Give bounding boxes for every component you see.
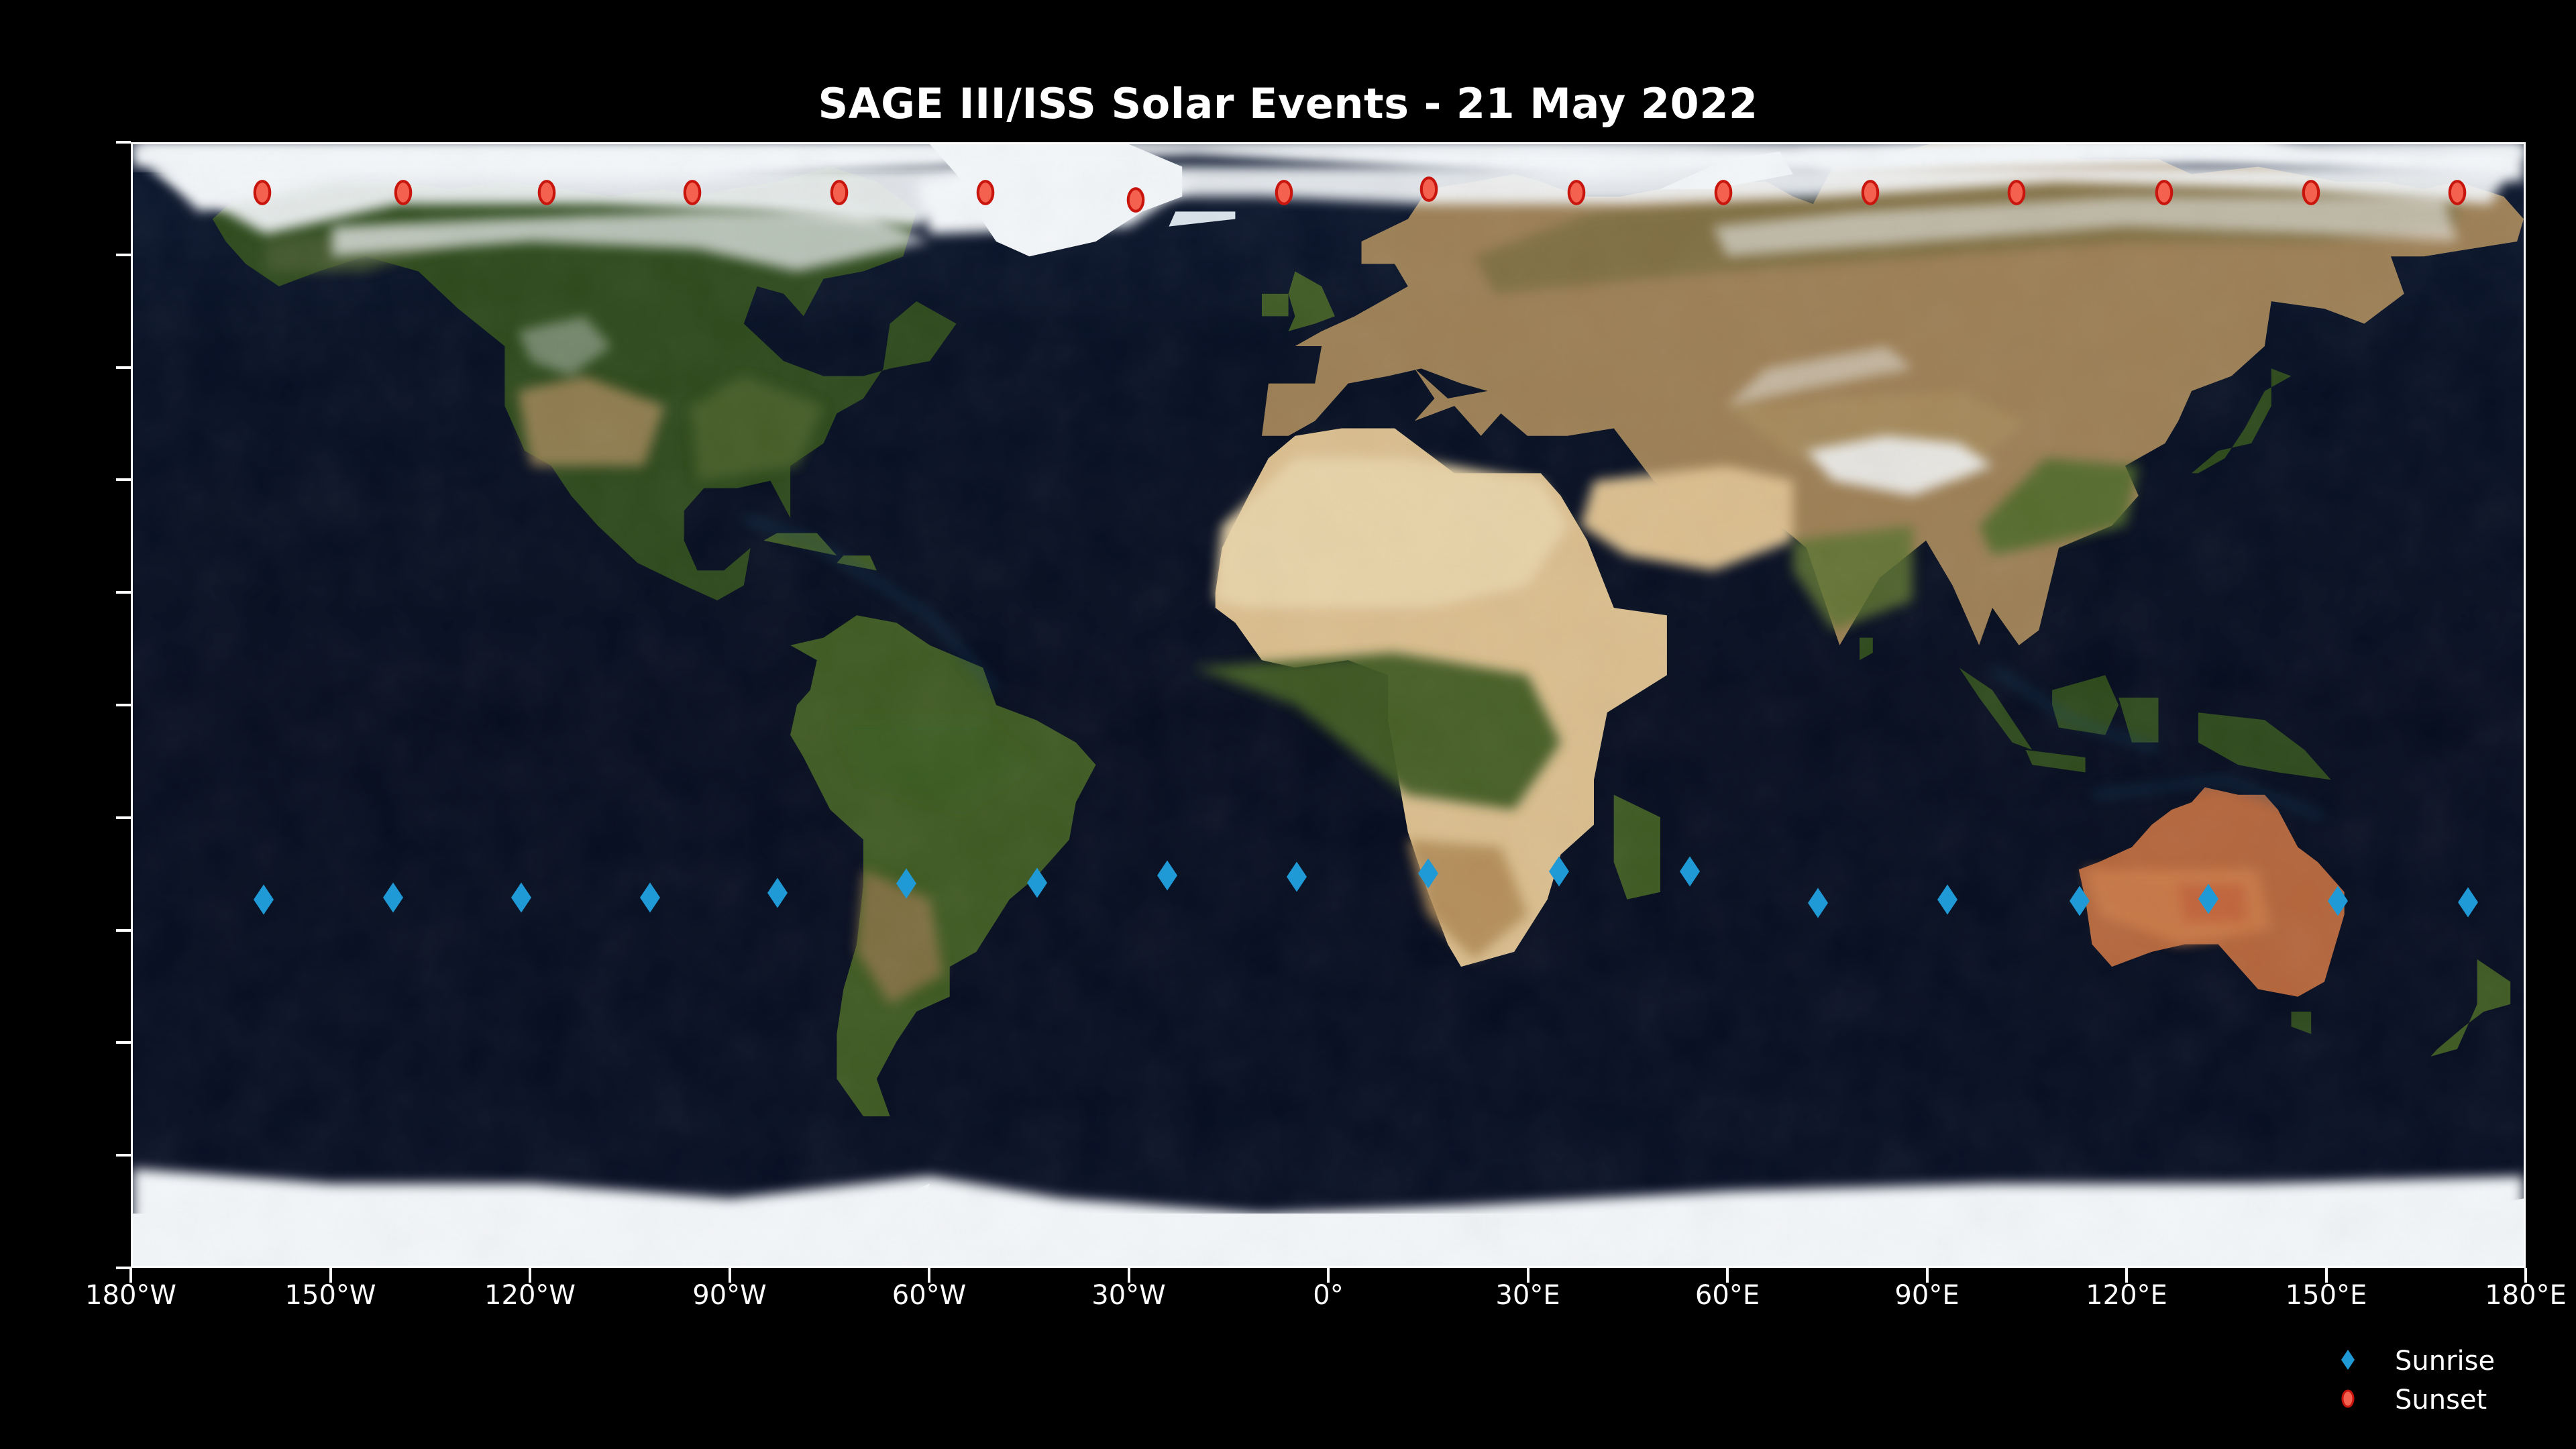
- sunset-marker[interactable]: [2302, 179, 2320, 206]
- x-tick-mark: [129, 1268, 132, 1283]
- x-tick-mark: [1327, 1268, 1330, 1283]
- sunrise-marker[interactable]: [1807, 888, 1828, 918]
- x-tick-label: 60°W: [892, 1280, 967, 1311]
- sunset-marker[interactable]: [1567, 179, 1586, 206]
- sunrise-marker[interactable]: [1026, 867, 1047, 898]
- legend-item-sunrise[interactable]: Sunrise: [2341, 1342, 2569, 1381]
- sunset-marker[interactable]: [1861, 179, 1880, 206]
- world-map-svg: [133, 144, 2524, 1266]
- sunrise-marker[interactable]: [1287, 861, 1307, 892]
- x-tick-label: 180°E: [2485, 1280, 2567, 1311]
- x-tick-label: 180°W: [85, 1280, 176, 1311]
- x-tick-label: 60°E: [1695, 1280, 1760, 1311]
- x-tick-label: 30°W: [1091, 1280, 1166, 1311]
- sunset-circle-icon: [2340, 1389, 2356, 1411]
- x-tick-mark: [1726, 1268, 1729, 1283]
- sunrise-marker[interactable]: [511, 882, 532, 913]
- legend-item-sunset[interactable]: Sunset: [2341, 1381, 2569, 1419]
- y-tick-mark: [116, 928, 131, 932]
- sunset-marker[interactable]: [394, 179, 413, 206]
- sunrise-marker[interactable]: [1679, 856, 1700, 887]
- y-tick-mark: [116, 141, 131, 144]
- sunrise-marker[interactable]: [2198, 883, 2218, 914]
- world-map-plot[interactable]: [131, 142, 2526, 1268]
- x-tick-label: 90°E: [1894, 1280, 1960, 1311]
- x-tick-mark: [329, 1268, 332, 1283]
- sunrise-marker[interactable]: [767, 877, 788, 908]
- sunrise-marker[interactable]: [639, 882, 660, 913]
- sunrise-marker[interactable]: [1417, 858, 1438, 889]
- y-tick-mark: [116, 1267, 131, 1269]
- sunrise-diamond-icon: [2339, 1350, 2357, 1373]
- sunset-marker[interactable]: [2007, 179, 2026, 206]
- sunset-marker[interactable]: [1419, 176, 1438, 203]
- sunrise-marker[interactable]: [1549, 856, 1570, 887]
- sunset-marker[interactable]: [1714, 179, 1733, 206]
- page-title: SAGE III/ISS Solar Events - 21 May 2022: [818, 79, 1758, 128]
- sunset-marker[interactable]: [537, 179, 556, 206]
- sunrise-marker[interactable]: [1157, 860, 1178, 891]
- sunset-marker[interactable]: [1275, 179, 1293, 206]
- sunrise-marker[interactable]: [382, 882, 403, 913]
- sunset-marker[interactable]: [253, 179, 272, 206]
- y-tick-mark: [116, 478, 131, 482]
- y-tick-mark: [116, 366, 131, 369]
- x-tick-mark: [2524, 1268, 2527, 1283]
- y-tick-mark: [116, 1154, 131, 1157]
- x-tick-mark: [1925, 1268, 1929, 1283]
- sunset-marker[interactable]: [830, 179, 849, 206]
- x-tick-mark: [2125, 1268, 2128, 1283]
- sunrise-marker[interactable]: [2069, 885, 2090, 916]
- sunset-marker[interactable]: [2448, 179, 2467, 206]
- y-tick-mark: [116, 591, 131, 594]
- legend: Sunrise Sunset: [2341, 1342, 2569, 1419]
- x-tick-label: 0°: [1313, 1280, 1344, 1311]
- sunrise-marker[interactable]: [1937, 884, 1958, 915]
- x-tick-label: 150°E: [2285, 1280, 2367, 1311]
- sunset-marker[interactable]: [976, 179, 995, 206]
- x-tick-mark: [728, 1268, 731, 1283]
- sunset-marker[interactable]: [1126, 186, 1145, 213]
- x-tick-label: 90°W: [692, 1280, 767, 1311]
- legend-label: Sunset: [2395, 1385, 2487, 1415]
- y-tick-mark: [116, 253, 131, 256]
- y-tick-mark: [116, 1041, 131, 1044]
- basemap-image: [133, 144, 2524, 1266]
- sunrise-marker[interactable]: [2457, 887, 2478, 918]
- legend-label: Sunrise: [2395, 1346, 2496, 1377]
- sunrise-marker[interactable]: [254, 884, 274, 915]
- x-tick-label: 120°E: [2086, 1280, 2167, 1311]
- x-tick-mark: [2324, 1268, 2328, 1283]
- x-tick-mark: [529, 1268, 531, 1283]
- sunrise-marker[interactable]: [896, 868, 917, 899]
- x-tick-label: 120°W: [484, 1280, 576, 1311]
- x-tick-mark: [1127, 1268, 1130, 1283]
- sunset-marker[interactable]: [683, 179, 702, 206]
- x-tick-mark: [1526, 1268, 1529, 1283]
- sunrise-marker[interactable]: [2328, 885, 2349, 916]
- x-tick-label: 150°W: [284, 1280, 376, 1311]
- x-tick-mark: [928, 1268, 930, 1283]
- y-tick-mark: [116, 816, 131, 819]
- sunset-marker[interactable]: [2155, 179, 2174, 206]
- y-tick-mark: [116, 704, 131, 706]
- x-tick-label: 30°E: [1495, 1280, 1560, 1311]
